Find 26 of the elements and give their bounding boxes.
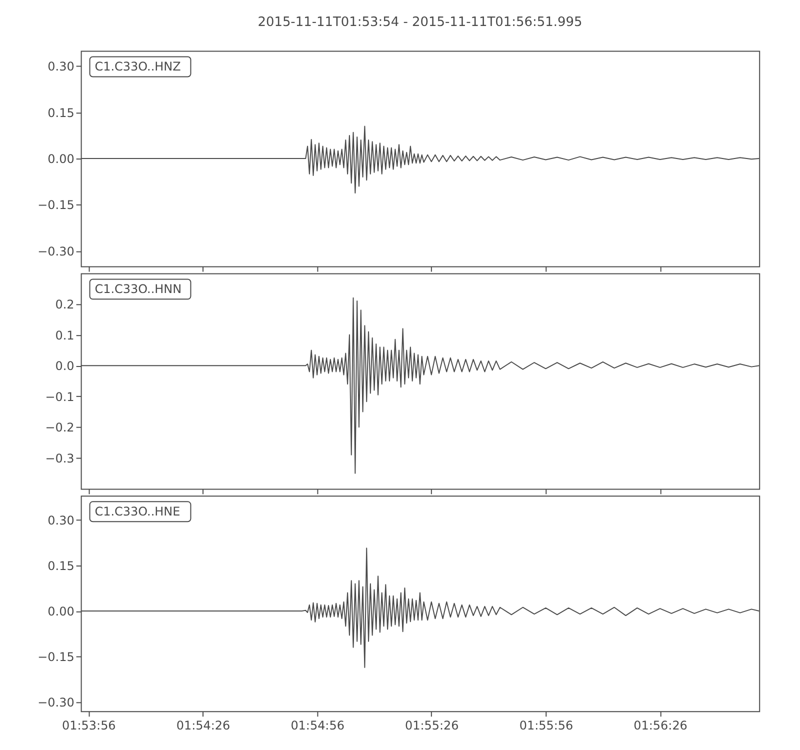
y-tick-label: 0.0 (55, 359, 74, 374)
annotation: C1.C33O..HNN (94, 282, 182, 296)
x-tick-label: 01:55:26 (405, 718, 459, 733)
x-tick-label: 01:55:56 (519, 718, 574, 733)
chart-title: 2015-11-11T01:53:54 - 2015-11-11T01:56:51.995 (258, 14, 582, 30)
x-tick-label: 01:53:56 (62, 718, 116, 733)
y-tick-label: −0.30 (38, 696, 74, 710)
y-tick-label: 0.30 (48, 60, 74, 74)
y-tick-label: −0.30 (38, 244, 74, 258)
y-tick-label: 0.00 (48, 604, 74, 618)
y-tick-label: 0.2 (55, 298, 74, 312)
y-tick-label: 0.30 (48, 513, 74, 528)
annotation: C1.C33O..HNE (94, 504, 180, 519)
y-tick-label: −0.2 (45, 420, 74, 435)
x-tick-label: 01:54:26 (176, 718, 230, 733)
x-tick-label: 01:56:26 (634, 718, 688, 733)
y-tick-label: −0.15 (38, 650, 74, 664)
y-tick-label: −0.3 (45, 451, 74, 466)
y-tick-label: −0.1 (45, 390, 74, 404)
x-tick-label: 01:54:56 (290, 718, 344, 733)
y-tick-label: −0.15 (38, 198, 74, 212)
y-tick-label: 0.00 (48, 152, 74, 166)
y-tick-label: 0.1 (55, 328, 74, 342)
annotation: C1.C33O..HNZ (94, 60, 181, 74)
y-tick-label: 0.15 (48, 558, 74, 573)
y-tick-label: 0.15 (48, 106, 74, 120)
